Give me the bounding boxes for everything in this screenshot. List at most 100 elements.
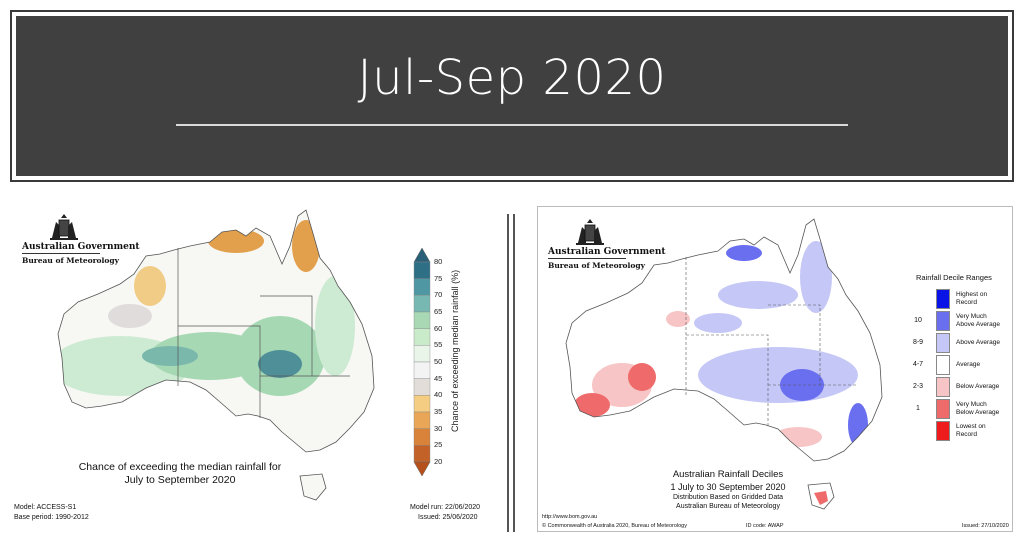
model-run-label: Model run: 22/06/2020: [410, 504, 481, 511]
panel-divider-left: [507, 214, 509, 532]
australia-outlook-map: [57, 209, 375, 501]
dry-region-cape-york: [292, 220, 320, 272]
very-much-below-region-wa: [628, 363, 656, 391]
outlook-caption-line2: July to September 2020: [124, 474, 236, 486]
below-average-region-south: [774, 427, 822, 447]
colorbar-segment: [413, 428, 431, 446]
rainfall-outlook-panel: Australian Government Bureau of Meteorol…: [10, 206, 492, 528]
decile-label: Very Much Below Average: [956, 401, 1000, 416]
colorbar-tick-label: 50: [434, 357, 443, 366]
colorbar-segment: [413, 278, 431, 296]
above-average-region-central: [698, 347, 858, 403]
decile-legend: Highest on Record 10 Very Much Above Average…: [906, 289, 1010, 449]
state-borders: [177, 248, 350, 418]
government-label: Australian Government: [22, 242, 140, 252]
decile-label: Highest on Record: [956, 291, 988, 306]
decile-label: Lowest on Record: [956, 423, 986, 438]
colorbar-segment: [413, 361, 431, 379]
decile-code: 8-9: [912, 339, 924, 346]
colorbar-tick-label: 45: [434, 373, 443, 383]
title-banner: Jul-Sep 2020: [10, 10, 1014, 182]
colorbar-segment: [413, 378, 431, 396]
decile-caption-period: 1 July to 30 September 2020: [670, 482, 786, 492]
logo-rule: [22, 253, 100, 254]
colorbar-segment: [413, 311, 431, 329]
decile-label: Very Much Above Average: [956, 313, 1000, 328]
panel-divider-right: [513, 214, 515, 532]
colorbar-tick-label: 20: [434, 457, 443, 466]
very-much-above-region: [780, 369, 824, 401]
title-underline: [176, 124, 848, 126]
logo-rule: [548, 258, 626, 259]
outlook-issued-label: Issued: 25/06/2020: [418, 514, 478, 521]
colorbar-segment: [413, 395, 431, 413]
colorbar-tick-label: 80: [434, 257, 443, 266]
rainfall-deciles-panel: Australian Government Bureau of Meteorol…: [537, 206, 1013, 532]
page-title: Jul-Sep 2020: [357, 50, 667, 106]
colorbar-tick-label: 60: [434, 323, 443, 333]
bom-url: http://www.bom.gov.au: [542, 514, 598, 520]
very-much-above-region-top-end: [726, 245, 762, 261]
outlook-legend-colorbar: [413, 248, 431, 476]
dry-region-kimberley: [134, 266, 166, 306]
outlook-legend-title: Chance of exceeding median rainfall (%): [450, 269, 460, 432]
colorbar-tick-label: 40: [434, 390, 443, 400]
decile-label: Above Average: [956, 339, 1000, 346]
australia-decile-map: [565, 218, 883, 510]
above-average-region-cape: [800, 241, 832, 313]
colorbar-segment: [413, 345, 431, 363]
decile-swatch: [936, 399, 950, 419]
decile-caption-agency: Australian Bureau of Meteorology: [676, 503, 780, 510]
tasmania-below-patch: [814, 491, 828, 505]
colorbar-segment: [413, 295, 431, 313]
decile-code: 2-3: [912, 383, 924, 390]
coat-of-arms-icon: [576, 219, 604, 245]
colorbar-tick-label: 25: [434, 440, 443, 450]
decile-swatch: [936, 377, 950, 397]
decile-caption-method: Distribution Based on Gridded Data: [672, 494, 784, 501]
model-label: Model: ACCESS-S1: [14, 504, 77, 511]
bureau-label: Bureau of Meteorology: [22, 256, 119, 265]
colorbar-tick-label: 30: [434, 423, 443, 433]
very-much-below-region-southwest: [574, 393, 610, 417]
below-average-region-nw: [666, 311, 690, 327]
colorbar-tick-label: 75: [434, 273, 443, 283]
neutral-region-pilbara: [108, 304, 152, 328]
decile-legend-title: Rainfall Decile Ranges: [916, 273, 992, 282]
decile-caption-title: Australian Rainfall Deciles: [672, 469, 784, 480]
above-average-region-north: [718, 281, 798, 309]
colorbar-tick-label: 35: [434, 407, 443, 416]
colorbar-segment: [413, 445, 431, 463]
wettest-region: [258, 350, 302, 378]
base-period-label: Base period: 1990-2012: [14, 514, 89, 521]
decile-code: 1: [916, 405, 920, 412]
decile-swatch: [936, 421, 950, 441]
australia-land: [566, 219, 882, 461]
decile-code: 4-7: [912, 361, 924, 368]
decile-swatch: [936, 355, 950, 375]
decile-caption: Australian Rainfall Deciles 1 July to 30…: [598, 469, 858, 511]
colorbar-segment: [413, 328, 431, 346]
colorbar-segment: [413, 411, 431, 429]
tasmania: [299, 473, 327, 501]
colorbar-segment: [413, 261, 431, 279]
above-average-region-nt: [694, 313, 742, 333]
banner-background: Jul-Sep 2020: [16, 16, 1008, 176]
copyright-label: © Commonwealth of Australia 2020, Bureau…: [542, 523, 687, 529]
decile-issued-label: Issued: 27/10/2020: [962, 523, 1009, 529]
outlook-caption-line1: Chance of exceeding the median rainfall …: [78, 461, 282, 473]
id-code-label: ID code: AWAP: [746, 523, 784, 529]
colorbar-tick-label: 70: [434, 290, 443, 300]
colorbar-tick-label: 65: [434, 307, 443, 316]
decile-label: Below Average: [956, 383, 1000, 390]
wet-region-east-coast: [315, 276, 355, 376]
colorbar-bottom-arrow: [413, 461, 431, 476]
colorbar-top-arrow: [413, 248, 431, 263]
bureau-label: Bureau of Meteorology: [548, 261, 645, 270]
very-much-above-region-east: [848, 403, 868, 447]
state-borders: [685, 257, 858, 427]
coat-of-arms-icon: [50, 214, 78, 240]
outlook-caption: Chance of exceeding the median rainfall …: [30, 461, 330, 487]
decile-label: Average: [956, 361, 981, 368]
decile-code: 10: [914, 317, 922, 324]
